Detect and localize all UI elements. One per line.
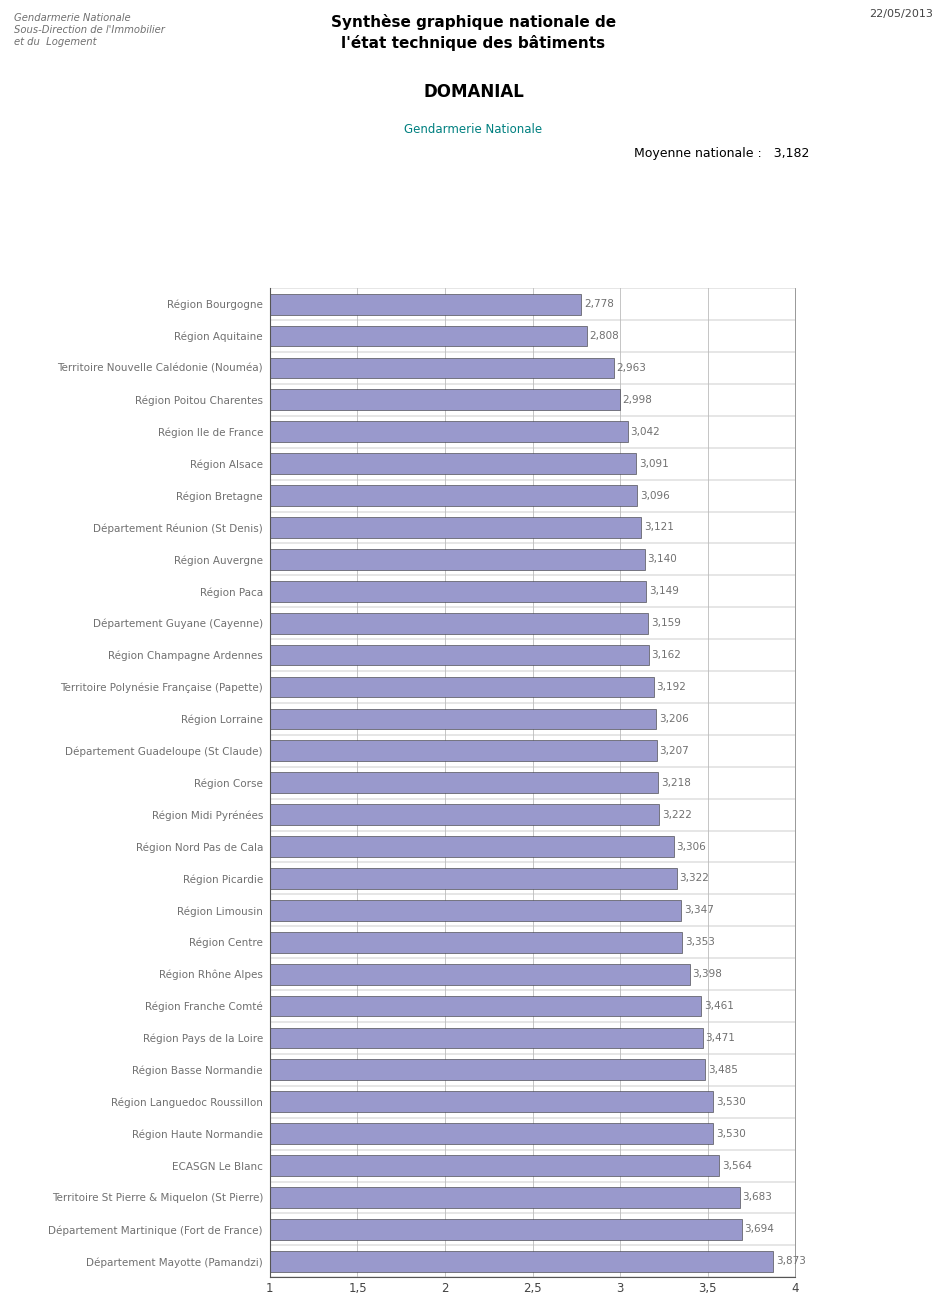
Bar <box>270 869 677 888</box>
Text: 3,206: 3,206 <box>659 714 688 724</box>
Text: 3,149: 3,149 <box>649 587 679 596</box>
Text: 3,485: 3,485 <box>707 1065 738 1076</box>
Bar <box>270 326 586 346</box>
Text: 2,778: 2,778 <box>584 299 614 309</box>
Text: 3,042: 3,042 <box>631 427 660 436</box>
Bar <box>270 485 637 506</box>
Text: 3,121: 3,121 <box>644 523 674 532</box>
Text: 3,564: 3,564 <box>722 1161 752 1171</box>
Text: 3,091: 3,091 <box>639 458 669 469</box>
Text: 3,222: 3,222 <box>662 810 691 820</box>
Text: Synthèse graphique nationale de
l'état technique des bâtiments: Synthèse graphique nationale de l'état t… <box>331 14 616 51</box>
Text: 3,159: 3,159 <box>651 618 681 629</box>
Text: 3,471: 3,471 <box>706 1034 735 1043</box>
Text: 3,140: 3,140 <box>648 554 677 565</box>
Text: Moyenne nationale :   3,182: Moyenne nationale : 3,182 <box>634 147 810 160</box>
Bar <box>270 358 614 379</box>
Text: 3,306: 3,306 <box>676 841 706 852</box>
Text: 3,461: 3,461 <box>704 1001 734 1011</box>
Bar <box>270 996 701 1017</box>
Bar <box>270 422 628 443</box>
Bar <box>270 1091 713 1112</box>
Bar <box>270 900 681 921</box>
Text: 2,998: 2,998 <box>622 394 652 405</box>
Bar <box>270 453 636 474</box>
Text: 3,192: 3,192 <box>656 683 687 692</box>
Bar <box>270 804 659 825</box>
Bar <box>270 1060 706 1081</box>
Bar <box>270 517 641 538</box>
Text: 3,530: 3,530 <box>716 1096 745 1107</box>
Text: 3,873: 3,873 <box>776 1256 806 1267</box>
Bar <box>270 709 656 730</box>
Bar <box>270 549 645 570</box>
Bar <box>270 293 581 314</box>
Bar <box>270 1220 742 1239</box>
Text: 3,218: 3,218 <box>661 778 691 787</box>
Text: 3,530: 3,530 <box>716 1129 745 1138</box>
Bar <box>270 1123 713 1144</box>
Bar <box>270 389 620 410</box>
Text: 3,322: 3,322 <box>679 874 709 883</box>
Text: 3,096: 3,096 <box>640 490 670 500</box>
Text: 3,162: 3,162 <box>652 650 681 660</box>
Bar <box>270 740 656 761</box>
Bar <box>270 677 654 697</box>
Text: et du  Logement: et du Logement <box>14 37 97 47</box>
Bar <box>270 1187 740 1208</box>
Bar <box>270 836 674 857</box>
Bar <box>270 580 647 601</box>
Text: 3,398: 3,398 <box>692 969 723 979</box>
Bar <box>270 613 648 634</box>
Bar <box>270 931 682 952</box>
Text: Sous-Direction de l'Immobilier: Sous-Direction de l'Immobilier <box>14 25 165 35</box>
Text: DOMANIAL: DOMANIAL <box>423 83 524 101</box>
Text: 3,694: 3,694 <box>744 1225 775 1234</box>
Text: 3,683: 3,683 <box>742 1192 773 1203</box>
Text: 3,207: 3,207 <box>659 745 688 756</box>
Bar <box>270 645 649 665</box>
Bar <box>270 964 690 985</box>
Bar <box>270 1155 719 1176</box>
Text: Gendarmerie Nationale: Gendarmerie Nationale <box>404 123 543 136</box>
Bar <box>270 1027 703 1048</box>
Bar <box>270 1251 774 1272</box>
Text: 22/05/2013: 22/05/2013 <box>869 9 933 20</box>
Text: 3,347: 3,347 <box>684 905 714 916</box>
Text: 3,353: 3,353 <box>685 937 715 947</box>
Text: Gendarmerie Nationale: Gendarmerie Nationale <box>14 13 131 24</box>
Text: 2,963: 2,963 <box>616 363 646 373</box>
Bar <box>270 773 658 793</box>
Text: 2,808: 2,808 <box>589 331 619 341</box>
